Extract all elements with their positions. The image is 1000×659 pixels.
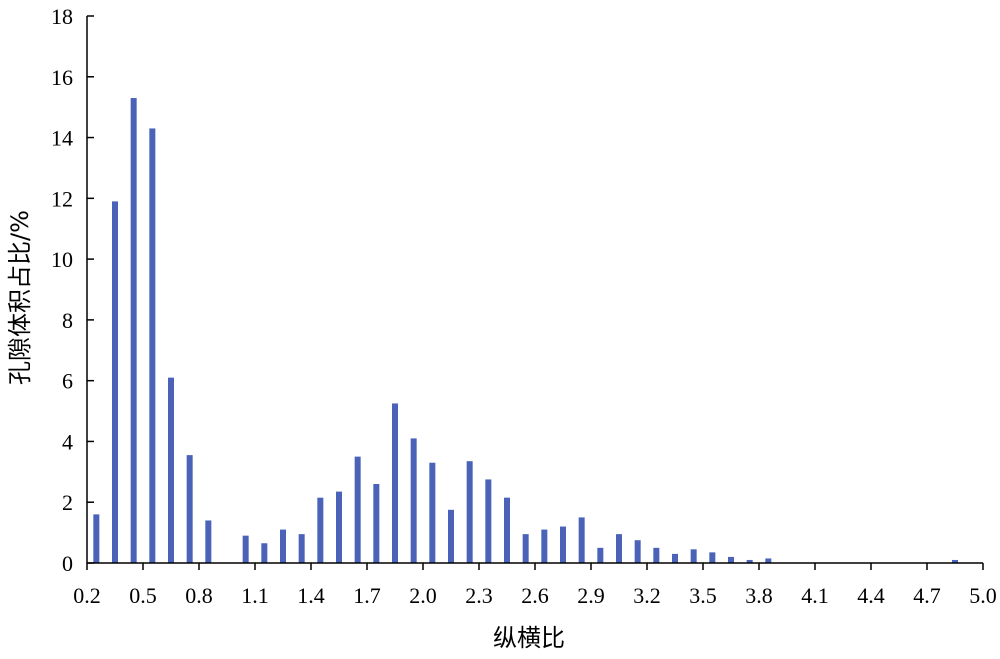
x-tick-label: 2.6 — [521, 583, 549, 608]
x-tick-label: 1.7 — [353, 583, 381, 608]
y-axis-title: 孔隙体积占比/% — [6, 210, 34, 385]
bar — [690, 549, 697, 563]
bar — [149, 128, 156, 563]
bar — [186, 455, 193, 563]
x-tick-label: 2.9 — [577, 583, 605, 608]
y-tick-label: 0 — [62, 551, 73, 576]
x-ticks-group: 0.2 0.5 0.8 1.1 1.4 1.7 2.0 2.3 2.6 2.9 3.2 3.5 3.8 4… — [73, 563, 997, 608]
y-tick-label: 12 — [51, 186, 73, 211]
bar — [485, 479, 492, 563]
x-tick-label: 2.3 — [465, 583, 493, 608]
bar — [112, 201, 118, 563]
x-tick-label: 4.1 — [801, 583, 829, 608]
x-tick-label: 3.2 — [633, 583, 661, 608]
x-tick-label: 0.2 — [73, 583, 101, 608]
bar — [373, 483, 380, 563]
x-tick-label: 0.8 — [185, 583, 213, 608]
bar — [578, 517, 585, 563]
bar — [541, 529, 548, 563]
x-axis-title: 纵横比 — [493, 624, 565, 652]
bar — [317, 497, 324, 563]
y-ticks-group: 0 2 4 6 8 10 12 14 16 18 — [51, 4, 94, 576]
bar — [410, 438, 417, 563]
x-tick-label: 0.5 — [129, 583, 157, 608]
x-tick-label: 4.7 — [913, 583, 941, 608]
y-tick-label: 2 — [62, 490, 73, 515]
x-tick-label: 4.4 — [857, 583, 885, 608]
bars-group — [93, 98, 958, 564]
bar — [616, 534, 622, 563]
bar — [728, 556, 734, 563]
bar — [392, 403, 398, 563]
x-tick-label: 3.5 — [689, 583, 717, 608]
bar — [672, 553, 678, 563]
bar — [522, 534, 529, 563]
bar — [168, 377, 174, 563]
bar — [448, 509, 454, 563]
y-tick-label: 18 — [51, 4, 73, 29]
bar — [261, 543, 268, 563]
bar — [298, 534, 305, 563]
bar — [709, 552, 716, 563]
bar — [597, 547, 604, 563]
x-tick-label: 2.0 — [409, 583, 437, 608]
bar — [504, 497, 510, 563]
bar — [952, 559, 958, 563]
x-tick-label: 3.8 — [745, 583, 773, 608]
x-tick-label: 1.1 — [241, 583, 269, 608]
y-tick-label: 10 — [51, 247, 73, 272]
bar — [429, 462, 436, 563]
y-tick-label: 6 — [62, 369, 73, 394]
bar — [746, 559, 753, 563]
bar — [560, 526, 566, 563]
bar — [653, 547, 660, 563]
x-tick-label: 1.4 — [297, 583, 325, 608]
y-tick-label: 14 — [51, 126, 73, 151]
bar — [205, 520, 212, 563]
y-tick-label: 4 — [62, 429, 73, 454]
bar — [130, 98, 137, 564]
x-tick-label: 5.0 — [969, 583, 997, 608]
bar — [93, 514, 100, 563]
bar — [354, 456, 361, 563]
bar — [242, 535, 249, 563]
y-tick-label: 16 — [51, 65, 73, 90]
bar — [634, 540, 641, 563]
bar — [336, 491, 342, 563]
bar — [466, 461, 473, 563]
y-tick-label: 8 — [62, 308, 73, 333]
bar — [765, 558, 772, 563]
bar — [280, 529, 286, 563]
